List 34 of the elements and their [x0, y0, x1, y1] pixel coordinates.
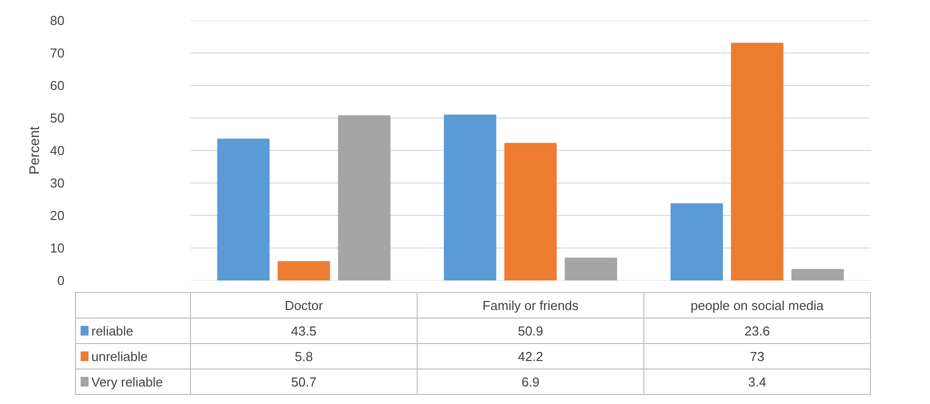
y-tick-label: 80 — [50, 13, 65, 28]
data-label: 42.2 — [518, 348, 544, 364]
data-label: 23.6 — [744, 323, 770, 338]
data-label: 3.4 — [748, 374, 766, 390]
data-label: 50.7 — [291, 374, 316, 390]
y-tick-label: 60 — [50, 78, 65, 93]
bar — [791, 268, 844, 280]
bar — [217, 138, 270, 280]
bar — [444, 114, 496, 280]
data-label: 6.9 — [521, 374, 540, 390]
y-tick-label: 10 — [50, 240, 65, 256]
data-label: 73 — [750, 348, 764, 364]
legend-label: Very reliable — [91, 374, 163, 390]
y-tick-label: 0 — [57, 273, 65, 288]
data-label: 5.8 — [294, 348, 313, 364]
legend-label: reliable — [91, 323, 134, 338]
y-tick-label: 70 — [50, 46, 65, 60]
bar — [338, 115, 390, 280]
x-tick-label: Doctor — [284, 298, 324, 313]
y-tick-label: 20 — [50, 208, 65, 223]
bar — [278, 261, 330, 280]
bar — [730, 42, 784, 280]
bar — [564, 258, 618, 280]
y-tick-label: 40 — [50, 143, 65, 158]
y-tick-label: 50 — [50, 110, 65, 126]
data-label: 43.5 — [291, 323, 316, 338]
legend-label: unreliable — [91, 348, 148, 364]
data-label: 50.9 — [518, 323, 544, 338]
y-axis-title: Percent — [26, 126, 42, 175]
bar — [670, 203, 723, 280]
y-tick-label: 30 — [50, 176, 65, 190]
x-tick-label: Family or friends — [482, 298, 580, 313]
x-tick-label: people on social media — [690, 298, 824, 313]
bar — [504, 142, 557, 280]
